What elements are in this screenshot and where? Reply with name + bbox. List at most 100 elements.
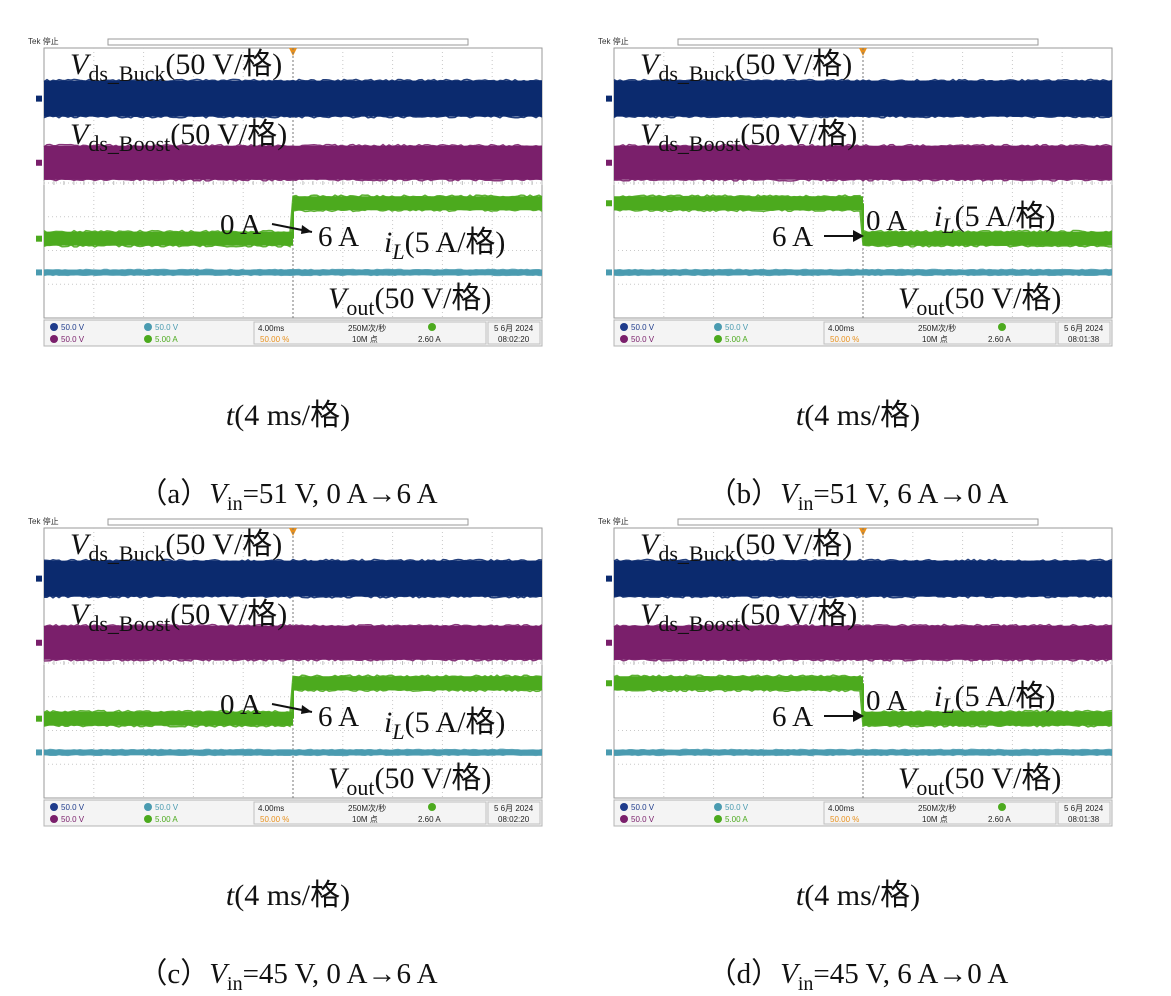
vds-buck-symbol: V [640,48,662,81]
trace-edge-top [613,268,1113,272]
trace-band-after [293,676,542,691]
vds-boost-symbol: V [640,598,662,631]
trace-edge-top [613,143,1113,148]
channel-marker [606,749,612,756]
trigger-channel-dot [998,803,1006,811]
il-scale: (5 A/格) [405,706,506,739]
trace-edge-bottom [613,208,1112,248]
vds-buck-subscript: ds_Buck [88,61,165,86]
panel-d: Tek 停止 Vds_Buck(50 V/格) Vds_Boost(50 V/格) 6… [598,514,1118,996]
step-arrow-head-icon [853,230,864,242]
trace-edge-top [43,558,543,563]
caption-prefix: （a） [138,478,210,510]
channel-marker [606,680,612,687]
caption-condition: =45 V, 6 A→0 A [813,958,1009,990]
il-symbol: i [384,706,392,739]
record-length: 10M 点 [352,815,378,824]
ch3-scale: 50.0 V [155,803,179,812]
panel-caption: （d）Vin=45 V, 6 A→0 A [598,950,1118,996]
trace-ch3 [36,268,543,277]
vds-buck-subscript: ds_Buck [658,541,735,566]
vout-label: Vout(50 V/格) [328,282,491,320]
trigger-position: 50.00 % [830,815,859,824]
vout-subscript: out [916,295,944,320]
vin-symbol: V [209,478,228,510]
vout-subscript: out [916,775,944,800]
tek-label: Tek 停止 [598,36,629,46]
status-bar: 50.0 V 50.0 V 50.0 V 5.00 A 4.00ms 50.00 % 250… [43,319,543,347]
channel-marker [606,200,612,207]
ch2-scale-dot [50,815,58,823]
trace-ch2 [606,623,1113,662]
record-length: 10M 点 [352,335,378,344]
trace-band-before [614,749,863,755]
vds-buck-label: Vds_Buck(50 V/格) [70,48,282,86]
status-bar: 50.0 V 50.0 V 50.0 V 5.00 A 4.00ms 50.00 % 250… [613,319,1113,347]
timebase: 4.00ms [258,324,284,333]
ch3-scale-dot [144,323,152,331]
vds-buck-scale: (50 V/格) [165,48,282,81]
vds-boost-label: Vds_Boost(50 V/格) [640,598,857,636]
trigger-position: 50.00 % [830,335,859,344]
trace-band-before [44,711,293,726]
datetime-box [1057,801,1111,825]
time-axis-label: t(4 ms/格) [28,870,548,914]
time: 08:02:20 [498,335,530,344]
vout-label: Vout(50 V/格) [328,762,491,800]
il-subscript: L [391,239,404,264]
step-arrow-head-icon [301,705,312,714]
vout-subscript: out [346,295,374,320]
il-scale: (5 A/格) [955,680,1056,713]
il-subscript: L [941,213,954,238]
ch4-scale-dot [714,335,722,343]
vin-subscript: in [797,492,814,515]
step-from-label: 6 A [772,701,813,733]
trace-ch2 [606,143,1113,182]
trace-ch4 [36,674,543,728]
sample-rate: 250M次/秒 [918,803,956,813]
ch4-scale-dot [144,335,152,343]
channel-marker [36,235,42,242]
vds-buck-subscript: ds_Buck [88,541,165,566]
time-scale: (4 ms/格) [234,399,351,432]
vin-subscript: in [227,972,243,995]
ch4-scale-dot [144,815,152,823]
status-bar-frame [43,319,543,347]
il-subscript: L [391,719,404,744]
trace-ch2 [36,623,543,662]
step-arrow-head-icon [301,225,312,234]
ch3-scale: 50.0 V [725,803,749,812]
channel-marker [606,269,612,276]
vout-label: Vout(50 V/格) [898,282,1061,320]
vout-scale: (50 V/格) [374,282,491,315]
vin-symbol: V [780,478,798,510]
trigger-position: 50.00 % [260,335,289,344]
trace-ch4 [606,194,1113,248]
date: 5 6月 2024 [1064,324,1104,333]
trace-band-after [863,560,1112,597]
vin-symbol: V [209,958,228,990]
ch3-scale: 50.0 V [155,323,179,332]
il-symbol: i [934,680,942,713]
trace-edge-bottom [613,688,1113,728]
step-to-label: 6 A [318,701,359,733]
vout-subscript: out [346,775,374,800]
vds-boost-symbol: V [70,598,92,631]
trace-band-after [293,196,542,211]
channel-marker [36,159,42,166]
il-label: iL(5 A/格) [384,226,505,264]
step-to-label: 0 A [866,685,907,717]
timebase: 4.00ms [258,804,284,813]
trace-edge-top [43,748,543,752]
trace-edge-top [43,143,543,148]
ch2-scale: 50.0 V [631,815,655,824]
trace-band-before [44,145,293,180]
trace-band-before [614,80,863,117]
ch2-scale-dot [620,335,628,343]
trace-band-after [863,749,1112,755]
trigger-channel-dot [428,803,436,811]
sample-rate: 250M次/秒 [918,323,956,333]
vds-buck-symbol: V [70,528,92,561]
